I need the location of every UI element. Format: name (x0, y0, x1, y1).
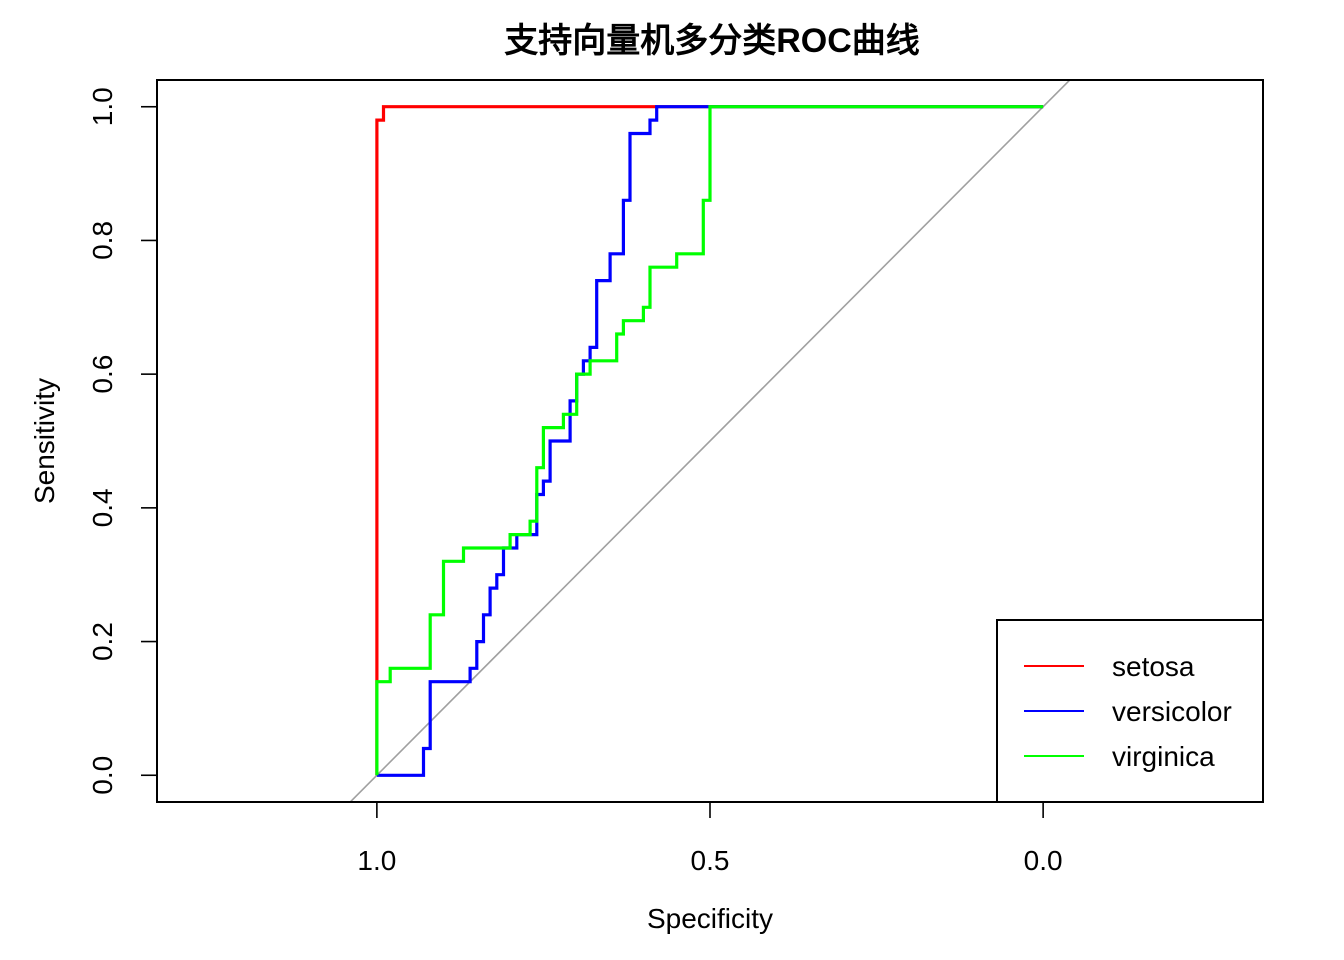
y-tick-label: 1.0 (87, 87, 118, 126)
y-tick-label: 0.0 (87, 756, 118, 795)
x-tick-label: 1.0 (357, 845, 396, 876)
y-tick-label: 0.4 (87, 488, 118, 527)
y-axis-label: Sensitivity (29, 378, 60, 504)
roc-curve-virginica (375, 105, 1044, 776)
plot-area (349, 80, 1071, 802)
legend: setosa versicolor virginica (996, 619, 1264, 803)
y-tick-label: 0.6 (87, 355, 118, 394)
roc-curve-versicolor (376, 105, 1044, 777)
x-tick-label: 0.5 (691, 845, 730, 876)
y-tick-label: 0.2 (87, 622, 118, 661)
reference-diagonal (349, 80, 1071, 802)
x-axis: 1.0 0.5 0.0 (357, 801, 1063, 876)
y-axis: 0.0 0.2 0.4 0.6 0.8 1.0 (87, 87, 157, 795)
x-tick-label: 0.0 (1024, 845, 1063, 876)
legend-label-virginica: virginica (1112, 741, 1215, 772)
chart-title: 支持向量机多分类ROC曲线 (504, 22, 920, 60)
y-tick-label: 0.8 (87, 221, 118, 260)
x-axis-label: Specificity (647, 903, 773, 934)
legend-label-setosa: setosa (1112, 651, 1195, 682)
legend-label-versicolor: versicolor (1112, 696, 1232, 727)
